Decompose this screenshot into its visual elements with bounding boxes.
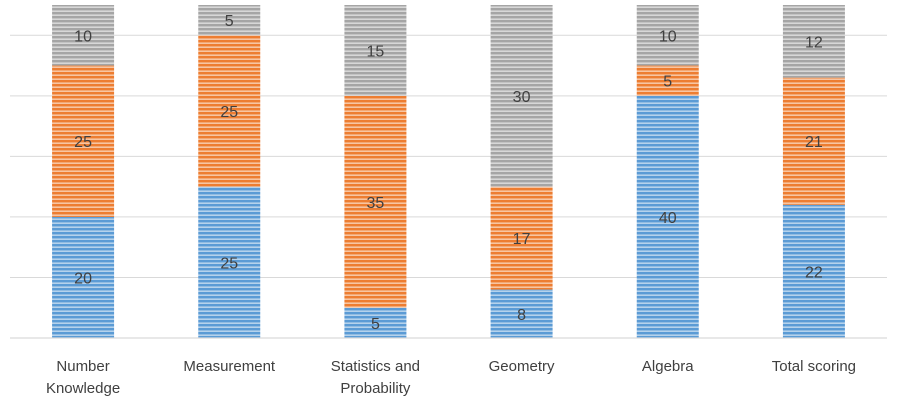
bar-segment-series-2 [198, 35, 261, 187]
data-label: 12 [805, 34, 823, 51]
x-tick-label: Total scoring [772, 358, 856, 375]
data-label: 10 [74, 28, 92, 45]
data-label: 5 [371, 316, 380, 333]
gridlines [10, 34, 887, 278]
bar-segment-series-2 [636, 65, 699, 96]
bar-segment-series-3 [198, 5, 261, 36]
bar-segment-series-1 [490, 289, 553, 338]
x-tick-label: Geometry [489, 358, 555, 375]
data-label: 30 [513, 89, 531, 106]
bars [52, 5, 845, 339]
bar-segment-series-2 [490, 186, 553, 290]
x-tick-label: Algebra [642, 358, 694, 375]
data-label: 10 [659, 28, 677, 45]
data-label: 15 [367, 43, 385, 60]
data-label: 22 [805, 264, 823, 281]
bar-segment-series-1 [782, 204, 845, 338]
bar-segment-series-2 [782, 77, 845, 205]
bar-segment-series-2 [52, 65, 115, 217]
data-label: 5 [663, 74, 672, 91]
data-label: 21 [805, 134, 823, 151]
data-label: 25 [220, 104, 238, 121]
x-tick-label: Number [56, 358, 109, 375]
data-label: 40 [659, 210, 677, 227]
bar-segment-series-1 [198, 186, 261, 338]
bar-segment-series-3 [782, 5, 845, 78]
bar-segment-series-1 [344, 307, 407, 338]
x-axis: Number Knowledge Measurement Statistics and… [10, 337, 887, 397]
x-tick-label: Statistics and [331, 358, 420, 375]
bar-segment-series-1 [52, 216, 115, 338]
x-tick-label: Probability [340, 380, 411, 397]
bar-segment-series-3 [52, 5, 115, 66]
data-label: 17 [513, 231, 531, 248]
data-label: 25 [220, 255, 238, 272]
x-tick-label: Measurement [183, 358, 276, 375]
data-label: 20 [74, 270, 92, 287]
data-label: 35 [367, 195, 385, 212]
x-tick-label: Knowledge [46, 380, 120, 397]
bar-segment-series-3 [344, 5, 407, 96]
bar-segment-series-1 [636, 95, 699, 339]
bar-segment-series-3 [490, 5, 553, 187]
data-label: 25 [74, 134, 92, 151]
data-label: 5 [225, 13, 234, 30]
bar-segment-series-2 [344, 95, 407, 308]
data-label: 8 [517, 307, 526, 324]
bar-segment-series-3 [636, 5, 699, 66]
